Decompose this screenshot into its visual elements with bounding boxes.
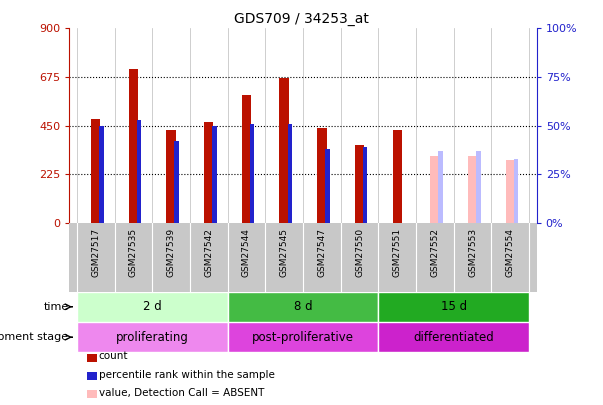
Text: GSM27545: GSM27545 xyxy=(280,228,289,277)
Bar xyxy=(212,126,216,223)
Text: time: time xyxy=(43,302,69,312)
Text: GSM27553: GSM27553 xyxy=(468,228,477,277)
Bar xyxy=(468,156,478,223)
Bar xyxy=(430,156,440,223)
Bar xyxy=(242,95,251,223)
Text: GSM27539: GSM27539 xyxy=(166,228,175,277)
Bar xyxy=(204,122,213,223)
Text: count: count xyxy=(99,352,128,361)
Text: development stage: development stage xyxy=(0,332,69,342)
Bar xyxy=(288,124,292,223)
Bar xyxy=(379,292,529,322)
Bar xyxy=(393,130,402,223)
Bar xyxy=(438,151,443,223)
Text: 2 d: 2 d xyxy=(143,300,162,313)
Bar xyxy=(174,141,179,223)
Text: post-proliferative: post-proliferative xyxy=(252,330,354,344)
Text: differentiated: differentiated xyxy=(414,330,494,344)
Bar xyxy=(363,147,367,223)
Text: GSM27544: GSM27544 xyxy=(242,228,251,277)
Bar xyxy=(355,145,364,223)
Text: GSM27552: GSM27552 xyxy=(431,228,440,277)
Bar xyxy=(77,292,228,322)
Bar xyxy=(77,322,228,352)
Text: GSM27547: GSM27547 xyxy=(317,228,326,277)
Text: percentile rank within the sample: percentile rank within the sample xyxy=(99,370,274,379)
Bar xyxy=(128,69,138,223)
Text: GSM27517: GSM27517 xyxy=(91,228,100,277)
Bar xyxy=(514,159,518,223)
Text: GSM27535: GSM27535 xyxy=(129,228,138,277)
Bar xyxy=(325,149,330,223)
Bar xyxy=(379,322,529,352)
Bar xyxy=(228,292,379,322)
Bar xyxy=(317,128,327,223)
Bar xyxy=(250,124,254,223)
Text: GSM27551: GSM27551 xyxy=(393,228,402,277)
Bar xyxy=(166,130,176,223)
Text: value, Detection Call = ABSENT: value, Detection Call = ABSENT xyxy=(99,388,264,398)
Bar xyxy=(505,160,515,223)
Text: GSM27542: GSM27542 xyxy=(204,228,213,277)
Bar xyxy=(279,78,289,223)
Text: GSM27554: GSM27554 xyxy=(506,228,515,277)
Bar xyxy=(228,322,379,352)
Text: 15 d: 15 d xyxy=(441,300,467,313)
Text: GSM27550: GSM27550 xyxy=(355,228,364,277)
Bar xyxy=(91,119,101,223)
Text: proliferating: proliferating xyxy=(116,330,189,344)
Bar xyxy=(137,120,141,223)
Text: GDS709 / 34253_at: GDS709 / 34253_at xyxy=(234,12,369,26)
Bar xyxy=(476,151,481,223)
Text: 8 d: 8 d xyxy=(294,300,312,313)
Bar xyxy=(99,126,104,223)
